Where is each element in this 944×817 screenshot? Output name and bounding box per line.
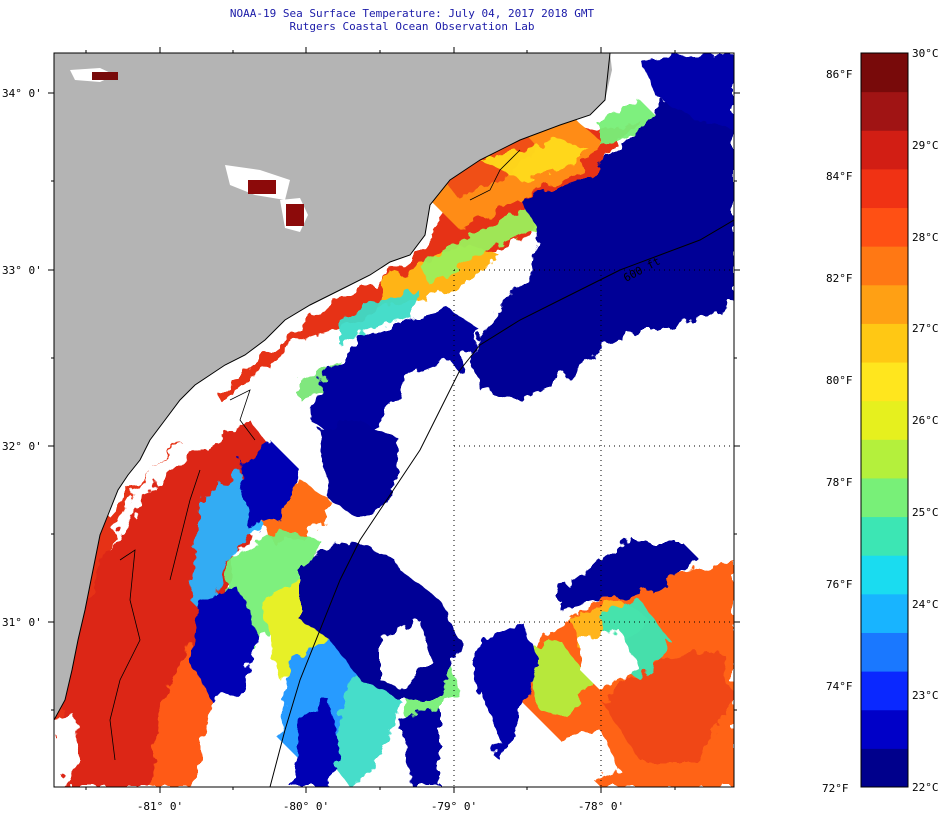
cold-water-region — [190, 53, 734, 787]
colorbar-swatch — [861, 439, 908, 479]
colorbar-swatch — [861, 632, 908, 672]
c-label: 26°C — [912, 414, 939, 427]
colorbar-swatch — [861, 284, 908, 324]
map-subtitle: Rutgers Coastal Ocean Observation Lab — [289, 20, 535, 33]
f-label: 74°F — [826, 680, 853, 693]
lon-label: -79° 0' — [431, 800, 477, 813]
c-label: 28°C — [912, 231, 939, 244]
f-label: 78°F — [826, 476, 853, 489]
colorbar-swatch — [861, 53, 908, 93]
c-label: 23°C — [912, 689, 939, 702]
c-label: 24°C — [912, 598, 939, 611]
colorbar-swatch — [861, 671, 908, 711]
colorbar-frame — [860, 52, 909, 788]
f-label: 72°F — [822, 782, 849, 795]
f-label: 82°F — [826, 272, 853, 285]
f-label: 80°F — [826, 374, 853, 387]
colorbar-swatch — [861, 362, 908, 402]
colorbar-swatch — [861, 400, 908, 440]
c-label: 27°C — [912, 322, 939, 335]
c-label: 29°C — [912, 139, 939, 152]
colorbar-swatch — [861, 323, 908, 363]
colorbar-swatch — [861, 593, 908, 633]
colorbar-swatch — [861, 516, 908, 556]
colorbar-swatch — [861, 168, 908, 209]
land-mass — [54, 53, 612, 720]
colorbar-swatch — [861, 477, 908, 518]
lon-label: -78° 0' — [578, 800, 624, 813]
f-label: 76°F — [826, 578, 853, 591]
f-label: 86°F — [826, 68, 853, 81]
colorbar-swatch — [861, 91, 908, 131]
f-label: 84°F — [826, 170, 853, 183]
lat-label: 33° 0' — [2, 264, 42, 277]
cloud-cover — [54, 310, 734, 787]
colorbar-swatch — [861, 709, 908, 749]
celsius-scale: 30°C 29°C 28°C 27°C 26°C 25°C 24°C 23°C … — [912, 47, 939, 794]
coastline — [54, 53, 611, 721]
axis-ticks — [48, 47, 740, 793]
colorbar-swatch — [861, 555, 908, 595]
sst-image: 600 ft — [54, 53, 734, 787]
graticule — [453, 269, 734, 787]
temperature-colorbar — [861, 53, 908, 788]
map-title: NOAA-19 Sea Surface Temperature: July 04… — [229, 7, 595, 20]
colorbar-swatch — [861, 207, 908, 247]
colorbar-swatch — [861, 130, 908, 170]
colorbar-swatch — [861, 748, 908, 788]
fahrenheit-scale: 86°F 84°F 82°F 80°F 78°F 76°F 74°F 72°F — [822, 68, 853, 795]
c-label: 25°C — [912, 506, 939, 519]
lat-label: 32° 0' — [2, 440, 42, 453]
colorbar-swatch — [861, 246, 908, 286]
c-label: 30°C — [912, 47, 939, 60]
lon-label: -80° 0' — [283, 800, 329, 813]
map-frame — [53, 52, 735, 788]
lon-label: -81° 0' — [137, 800, 183, 813]
c-label: 22°C — [912, 781, 939, 794]
lat-label: 34° 0' — [2, 87, 42, 100]
lat-label: 31° 0' — [2, 616, 42, 629]
